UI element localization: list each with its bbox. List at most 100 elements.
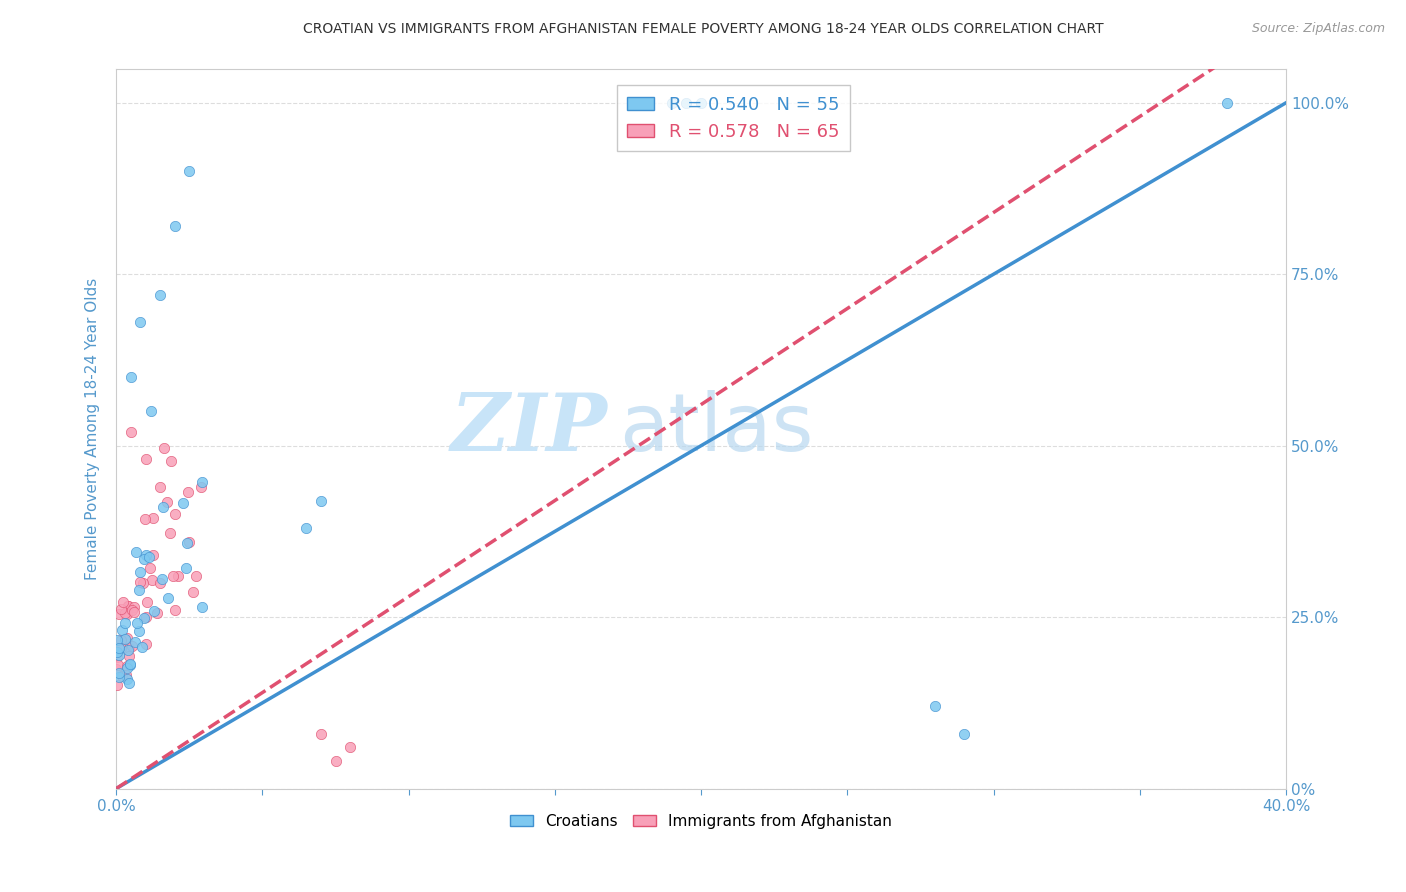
Point <box>120 425 142 439</box>
Text: ZIP: ZIP <box>451 390 607 467</box>
Point <box>134 512 156 526</box>
Point <box>105 645 128 659</box>
Point <box>160 454 183 468</box>
Point <box>190 599 212 614</box>
Point <box>156 495 179 509</box>
Point <box>107 670 129 684</box>
Point <box>136 594 159 608</box>
Point <box>159 526 181 541</box>
Point <box>128 624 150 639</box>
Point <box>108 665 131 680</box>
Point <box>115 672 138 686</box>
Point <box>142 604 165 618</box>
Point <box>149 480 172 494</box>
Point <box>190 479 212 493</box>
Point <box>128 565 150 579</box>
Point <box>117 601 139 615</box>
Point <box>110 633 132 648</box>
Point <box>135 548 157 562</box>
Point <box>162 568 184 582</box>
Point <box>138 561 160 575</box>
Point <box>134 452 156 467</box>
Point <box>184 569 207 583</box>
Point <box>163 507 186 521</box>
Point <box>110 669 132 683</box>
Point <box>118 676 141 690</box>
Point <box>167 569 190 583</box>
Point <box>114 668 136 682</box>
Point <box>953 726 976 740</box>
Point <box>132 552 155 566</box>
Point <box>118 640 141 655</box>
Point <box>149 288 172 302</box>
Point <box>179 164 201 178</box>
Point <box>138 549 160 564</box>
Text: CROATIAN VS IMMIGRANTS FROM AFGHANISTAN FEMALE POVERTY AMONG 18-24 YEAR OLDS COR: CROATIAN VS IMMIGRANTS FROM AFGHANISTAN … <box>302 22 1104 37</box>
Point <box>121 640 143 654</box>
Point <box>181 585 204 599</box>
Point <box>690 95 713 110</box>
Point <box>142 548 165 562</box>
Point <box>114 616 136 631</box>
Point <box>121 603 143 617</box>
Point <box>122 605 145 619</box>
Point <box>149 575 172 590</box>
Point <box>107 658 129 673</box>
Point <box>105 678 128 692</box>
Point <box>117 599 139 613</box>
Point <box>179 534 201 549</box>
Point <box>176 535 198 549</box>
Point <box>120 657 142 672</box>
Point <box>125 544 148 558</box>
Point <box>132 576 155 591</box>
Point <box>114 606 136 620</box>
Point <box>325 754 347 768</box>
Point <box>172 496 194 510</box>
Point <box>174 561 197 575</box>
Point <box>156 591 179 605</box>
Point <box>112 594 135 608</box>
Point <box>110 641 132 656</box>
Point <box>110 602 132 616</box>
Point <box>117 599 139 613</box>
Point <box>309 726 332 740</box>
Point <box>120 370 142 384</box>
Point <box>309 493 332 508</box>
Point <box>141 573 163 587</box>
Point <box>177 485 200 500</box>
Point <box>631 95 654 110</box>
Point <box>105 650 128 665</box>
Point <box>152 500 174 514</box>
Point <box>128 315 150 329</box>
Point <box>142 511 165 525</box>
Point <box>135 637 157 651</box>
Point <box>128 582 150 597</box>
Point <box>118 648 141 663</box>
Point <box>131 640 153 654</box>
Point <box>105 633 128 648</box>
Point <box>141 404 163 418</box>
Point <box>924 699 946 714</box>
Point <box>129 575 152 590</box>
Point <box>295 521 318 535</box>
Point <box>134 611 156 625</box>
Legend: Croatians, Immigrants from Afghanistan: Croatians, Immigrants from Afghanistan <box>503 807 898 835</box>
Text: Source: ZipAtlas.com: Source: ZipAtlas.com <box>1251 22 1385 36</box>
Point <box>108 641 131 656</box>
Point <box>146 606 169 620</box>
Point <box>135 610 157 624</box>
Point <box>124 635 146 649</box>
Point <box>115 661 138 675</box>
Point <box>120 657 142 672</box>
Point <box>339 740 361 755</box>
Point <box>115 631 138 645</box>
Point <box>1216 95 1239 110</box>
Point <box>108 607 131 621</box>
Point <box>115 658 138 673</box>
Point <box>111 624 134 638</box>
Text: atlas: atlas <box>619 390 814 467</box>
Point <box>115 607 138 621</box>
Point <box>114 632 136 646</box>
Point <box>124 600 146 615</box>
Point <box>675 95 697 110</box>
